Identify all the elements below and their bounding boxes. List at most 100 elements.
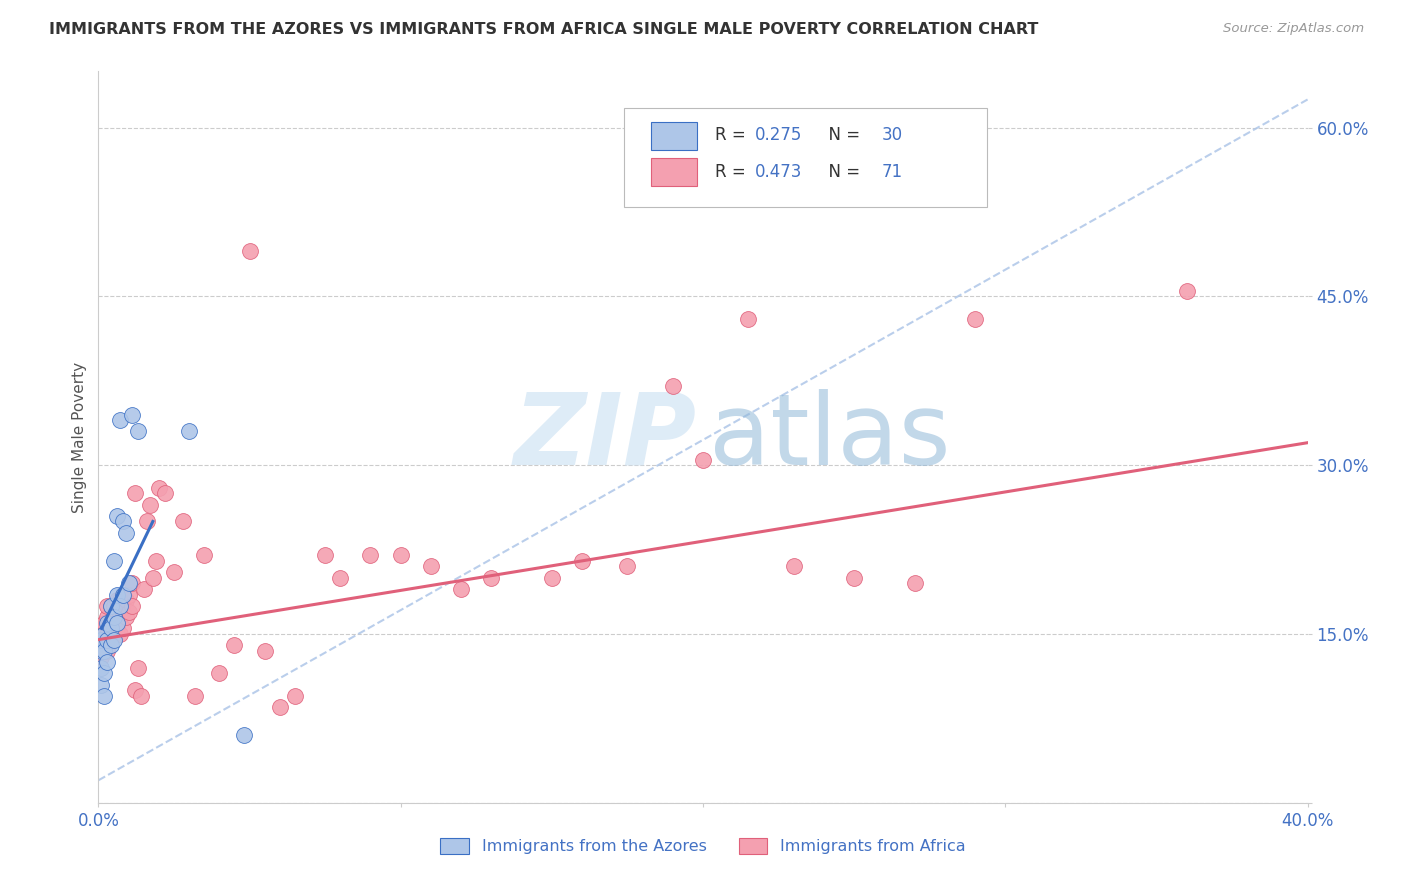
Point <box>118 588 141 602</box>
Point <box>224 638 246 652</box>
Point <box>208 666 231 681</box>
Point <box>105 588 128 602</box>
Point <box>103 632 125 647</box>
Point <box>132 582 155 596</box>
Point <box>93 627 115 641</box>
Point <box>93 666 115 681</box>
Point <box>100 638 122 652</box>
Point <box>90 621 112 635</box>
Point <box>103 610 125 624</box>
Point <box>111 515 134 529</box>
Point <box>844 571 866 585</box>
Point <box>105 605 128 619</box>
Point <box>105 615 128 630</box>
Text: atlas: atlas <box>709 389 950 485</box>
Point <box>93 689 115 703</box>
Point <box>111 621 134 635</box>
Point <box>90 649 112 664</box>
Point <box>737 312 759 326</box>
Point <box>184 689 207 703</box>
Point <box>121 576 143 591</box>
Point <box>163 565 186 579</box>
Point <box>93 644 115 658</box>
Point <box>904 576 927 591</box>
Text: R =: R = <box>716 162 751 180</box>
Point <box>571 554 593 568</box>
Point <box>269 700 291 714</box>
Text: 71: 71 <box>882 162 903 180</box>
Point <box>103 599 125 613</box>
Point <box>96 644 118 658</box>
Text: R =: R = <box>716 126 751 144</box>
Point <box>103 627 125 641</box>
Point <box>389 548 412 562</box>
Point <box>616 559 638 574</box>
Point <box>96 627 118 641</box>
Point <box>114 525 136 540</box>
Point <box>90 632 112 647</box>
Point <box>329 571 352 585</box>
Point <box>284 689 307 703</box>
Text: 30: 30 <box>882 126 903 144</box>
Point <box>90 632 112 647</box>
Point <box>105 593 128 607</box>
Point <box>118 576 141 591</box>
Point <box>108 599 131 613</box>
Point <box>965 312 987 326</box>
Point <box>124 486 146 500</box>
Point <box>127 661 149 675</box>
Point <box>90 661 112 675</box>
Point <box>96 655 118 669</box>
Point <box>360 548 382 562</box>
Point <box>253 644 276 658</box>
Point <box>93 632 115 647</box>
Legend: Immigrants from the Azores, Immigrants from Africa: Immigrants from the Azores, Immigrants f… <box>434 831 972 861</box>
Point <box>108 610 131 624</box>
Point <box>1175 284 1198 298</box>
Text: N =: N = <box>818 162 865 180</box>
Point <box>692 452 714 467</box>
Text: 0.473: 0.473 <box>755 162 803 180</box>
Point <box>105 621 128 635</box>
Text: N =: N = <box>818 126 865 144</box>
Point <box>783 559 806 574</box>
Point <box>114 593 136 607</box>
Text: Source: ZipAtlas.com: Source: ZipAtlas.com <box>1223 22 1364 36</box>
Point <box>420 559 443 574</box>
Point <box>127 425 149 439</box>
Point <box>145 554 167 568</box>
Point <box>96 615 118 630</box>
Text: ZIP: ZIP <box>515 389 697 485</box>
Bar <box>651 159 697 186</box>
FancyBboxPatch shape <box>624 108 987 207</box>
Point <box>93 644 115 658</box>
Point <box>121 408 143 422</box>
Point <box>111 588 134 602</box>
Point <box>108 627 131 641</box>
Point <box>124 683 146 698</box>
Bar <box>651 122 697 150</box>
Point <box>100 599 122 613</box>
Point <box>90 678 112 692</box>
Point <box>142 571 165 585</box>
Point <box>108 413 131 427</box>
Point <box>135 515 157 529</box>
Point <box>96 610 118 624</box>
Point <box>111 605 134 619</box>
Point <box>103 554 125 568</box>
Point <box>100 621 122 635</box>
Point <box>179 425 201 439</box>
Point <box>105 508 128 523</box>
Point <box>100 632 122 647</box>
Point <box>103 610 125 624</box>
Point <box>481 571 503 585</box>
Point <box>111 588 134 602</box>
Point <box>93 615 115 630</box>
Point <box>239 244 262 259</box>
Text: IMMIGRANTS FROM THE AZORES VS IMMIGRANTS FROM AFRICA SINGLE MALE POVERTY CORRELA: IMMIGRANTS FROM THE AZORES VS IMMIGRANTS… <box>49 22 1039 37</box>
Point <box>153 486 176 500</box>
Point <box>193 548 215 562</box>
Point <box>96 599 118 613</box>
Point <box>108 593 131 607</box>
Point <box>129 689 152 703</box>
